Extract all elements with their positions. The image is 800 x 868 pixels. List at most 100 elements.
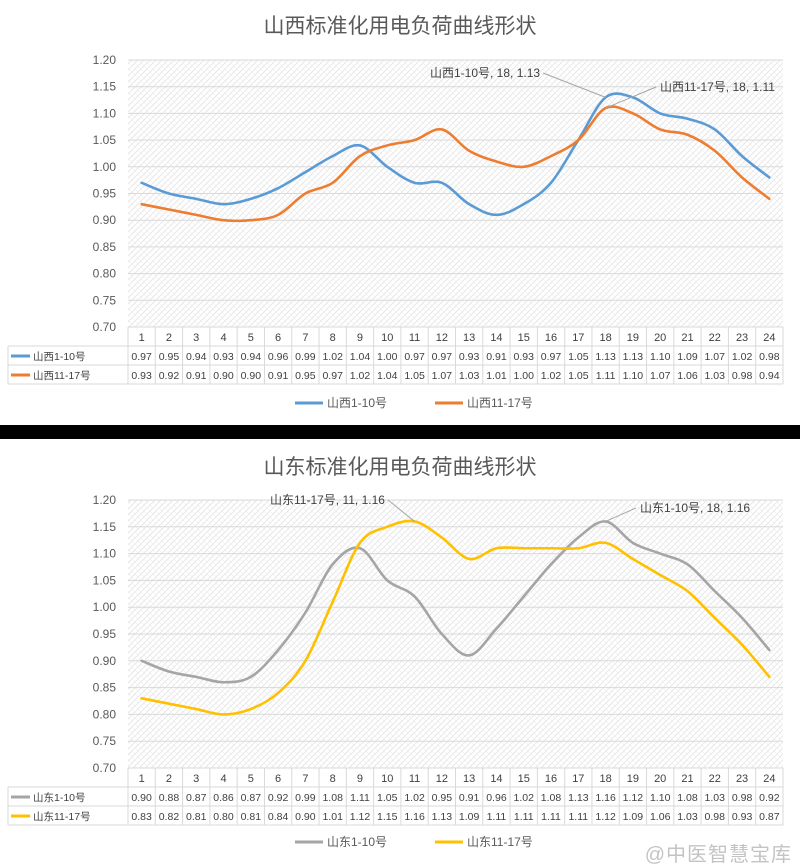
y-tick-label: 1.05 — [93, 573, 117, 587]
data-callout: 山东11-17号, 11, 1.16 — [270, 493, 385, 507]
table-cell: 0.93 — [732, 811, 753, 823]
table-cell: 1.11 — [514, 811, 534, 823]
x-tick-label: 2 — [166, 332, 172, 344]
table-cell: 1.13 — [595, 351, 616, 363]
x-tick-label: 14 — [490, 773, 502, 785]
x-tick-label: 10 — [381, 773, 393, 785]
table-cell: 1.05 — [568, 370, 589, 382]
x-tick-label: 22 — [709, 332, 721, 344]
table-cell: 0.90 — [131, 792, 152, 804]
y-tick-label: 0.90 — [93, 654, 117, 668]
y-tick-label: 0.80 — [93, 707, 117, 721]
x-tick-label: 7 — [302, 332, 308, 344]
data-callout: 山东1-10号, 18, 1.16 — [640, 501, 750, 515]
table-cell: 0.91 — [459, 792, 480, 804]
table-cell: 1.03 — [705, 370, 726, 382]
table-cell: 0.98 — [705, 811, 726, 823]
table-cell: 1.03 — [705, 792, 726, 804]
table-cell: 0.87 — [759, 811, 780, 823]
table-cell: 0.82 — [159, 811, 180, 823]
legend-label: 山东1-10号 — [327, 835, 387, 849]
x-tick-label: 7 — [302, 773, 308, 785]
table-cell: 0.90 — [213, 370, 234, 382]
chart-title: 山西标准化用电负荷曲线形状 — [264, 15, 537, 38]
x-tick-label: 10 — [381, 332, 393, 344]
x-tick-label: 1 — [139, 332, 145, 344]
chart-shandong-svg: 山东标准化用电负荷曲线形状 0.70 0.75 0.80 0.85 0.90 0.95 1.0… — [7, 456, 784, 849]
table-cell: 0.95 — [159, 351, 180, 363]
table-cell: 1.11 — [541, 811, 561, 823]
table-cell: 0.94 — [186, 351, 207, 363]
x-tick-label: 8 — [330, 773, 336, 785]
y-tick-label: 1.10 — [93, 547, 117, 561]
table-cell: 1.02 — [732, 351, 753, 363]
x-tick-label: 4 — [220, 332, 226, 344]
x-tick-label: 24 — [763, 773, 775, 785]
x-tick-label: 18 — [599, 332, 611, 344]
table-cell: 1.02 — [514, 792, 535, 804]
table-cell: 1.06 — [650, 811, 671, 823]
table-series-name: 山东1-10号 — [33, 791, 86, 804]
y-tick-label: 0.70 — [93, 320, 117, 334]
table-cell: 1.08 — [677, 792, 698, 804]
table-cell: 0.81 — [186, 811, 207, 823]
x-tick-label: 12 — [436, 773, 448, 785]
table-cell: 0.84 — [268, 811, 289, 823]
y-tick-label: 0.95 — [93, 187, 117, 201]
table-cell: 0.94 — [759, 370, 780, 382]
table-cell: 1.13 — [432, 811, 453, 823]
x-tick-label: 24 — [763, 332, 775, 344]
table-cell: 0.91 — [186, 370, 207, 382]
x-tick-label: 5 — [248, 773, 254, 785]
table-cell: 1.10 — [623, 370, 644, 382]
table-cell: 0.90 — [241, 370, 262, 382]
x-tick-label: 2 — [166, 773, 172, 785]
x-tick-label: 12 — [436, 332, 448, 344]
x-tick-label: 11 — [409, 332, 420, 344]
x-tick-label: 3 — [193, 773, 199, 785]
x-tick-label: 8 — [330, 332, 336, 344]
y-tick-label: 0.70 — [93, 761, 117, 775]
table-cell: 0.97 — [432, 351, 453, 363]
x-tick-label: 19 — [627, 773, 639, 785]
table-series-name: 山东11-17号 — [33, 810, 91, 823]
y-tick-label: 0.85 — [93, 240, 117, 254]
x-tick-label: 6 — [275, 332, 281, 344]
table-cell: 0.80 — [213, 811, 234, 823]
y-tick-label: 1.05 — [93, 133, 117, 147]
table-cell: 1.05 — [377, 792, 398, 804]
table-cell: 1.06 — [677, 370, 698, 382]
legend-label: 山西1-10号 — [327, 396, 387, 410]
table-cell: 1.12 — [595, 811, 616, 823]
table-cell: 1.01 — [486, 370, 507, 382]
chart-shanxi-svg: 山西标准化用电负荷曲线形状 0.70 0.75 0.80 0.85 0.90 0.95 1.0… — [7, 15, 784, 410]
table-cell: 0.95 — [432, 792, 453, 804]
x-tick-label: 6 — [275, 773, 281, 785]
y-tick-label: 1.00 — [93, 600, 117, 614]
x-tick-label: 17 — [572, 332, 584, 344]
table-cell: 1.11 — [487, 811, 507, 823]
x-tick-label: 20 — [654, 773, 666, 785]
table-cell: 1.12 — [350, 811, 371, 823]
x-tick-label: 15 — [518, 773, 530, 785]
series-line-1 — [140, 520, 771, 684]
table-cell: 1.01 — [322, 811, 343, 823]
table-cell: 1.02 — [322, 351, 343, 363]
table-cell: 0.96 — [486, 792, 507, 804]
series-line-1 — [140, 92, 771, 217]
x-tick-label: 16 — [545, 773, 557, 785]
x-tick-label: 5 — [248, 332, 254, 344]
table-cell: 0.94 — [241, 351, 262, 363]
table-cell: 0.90 — [295, 811, 316, 823]
table-cell: 1.11 — [596, 370, 616, 382]
table-cell: 1.11 — [568, 811, 588, 823]
table-cell: 0.98 — [759, 351, 780, 363]
table-cell: 0.99 — [295, 792, 316, 804]
table-cell: 0.97 — [131, 351, 152, 363]
y-tick-label: 0.80 — [93, 267, 117, 281]
table-cell: 1.02 — [404, 792, 425, 804]
table-cell: 0.98 — [732, 792, 753, 804]
chart-shanxi: 山西标准化用电负荷曲线形状 0.70 0.75 0.80 0.85 0.90 0.95 1.0… — [0, 0, 800, 425]
table-cell: 1.09 — [623, 811, 644, 823]
y-tick-label: 1.20 — [93, 493, 117, 507]
